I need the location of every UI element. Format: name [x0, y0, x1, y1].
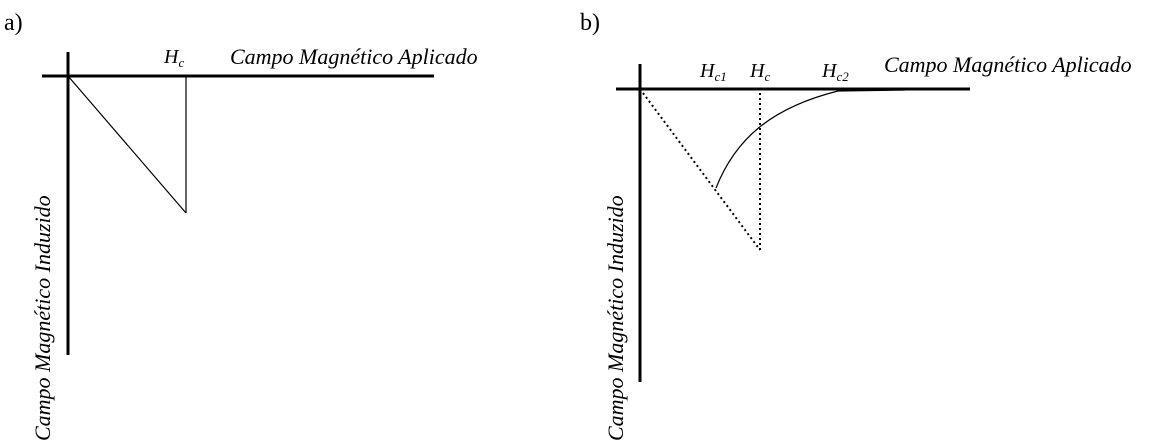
- panel-b-x-axis-label: Campo Magnético Aplicado: [884, 52, 1132, 77]
- panel-b-hc1-label: Hc1: [699, 60, 727, 84]
- panel-b-dotted-diagonal: [639, 88, 761, 251]
- panel-a-y-axis-label: Campo Magnético Induzido: [30, 195, 55, 441]
- panel-b-mixed-state-curve: [715, 89, 906, 189]
- panel-a-hc-label: Hc: [163, 46, 184, 70]
- panel-b-letter: b): [580, 10, 600, 36]
- panel-a-magnetization-line: [67, 75, 187, 214]
- panel-b-y-axis-label: Campo Magnético Induzido: [603, 195, 628, 441]
- panel-a-letter: a): [4, 10, 23, 36]
- panel-b-hc2-label: Hc2: [821, 60, 849, 84]
- panel-b: b) Hc1 Hc Hc2 Campo Magnético Aplicado C…: [580, 10, 1132, 441]
- panel-a: a) Hc Campo Magnético Aplicado Campo Mag…: [4, 10, 478, 441]
- panel-b-hc-label: Hc: [749, 60, 770, 84]
- panel-a-x-axis-label: Campo Magnético Aplicado: [230, 44, 478, 69]
